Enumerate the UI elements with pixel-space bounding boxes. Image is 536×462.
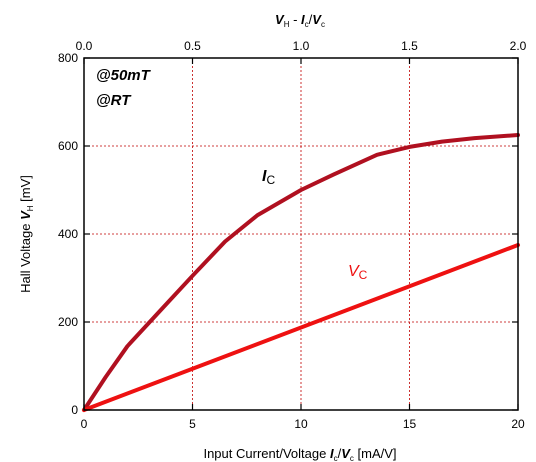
- series-label-ic: IC: [262, 168, 275, 187]
- series-lines: [82, 133, 520, 412]
- top-tick-label: 0.0: [76, 39, 93, 53]
- series-line-vc: [82, 243, 520, 412]
- top-tick-label: 1.0: [293, 39, 310, 53]
- series-label-vc-main: V: [348, 263, 360, 280]
- x-axis-label: Input Current/Voltage Ic/Vc [mA/V]: [203, 446, 396, 462]
- y-axis-unit: [mV]: [18, 175, 33, 202]
- x-axis-unit: [mA/V]: [358, 446, 397, 461]
- annotation-temperature: @RT: [96, 92, 132, 109]
- x-tick-label: 20: [511, 417, 525, 431]
- y-tick-label: 800: [58, 51, 78, 65]
- top-tick-label: 0.5: [184, 39, 201, 53]
- y-tick-label: 400: [58, 227, 78, 241]
- x-tick-label: 10: [294, 417, 308, 431]
- x-tick-label: 0: [81, 417, 88, 431]
- x-tick-label: 15: [403, 417, 417, 431]
- series-label-ic-sub: C: [266, 173, 275, 187]
- top-axis-label: VH - Ic/Vc: [275, 12, 325, 29]
- x-axis-label-text: Input Current/Voltage: [203, 446, 326, 461]
- series-label-vc-sub: C: [359, 268, 368, 282]
- y-tick-label: 200: [58, 315, 78, 329]
- tick-labels: 0 5 10 15 20 0.0 0.5 1.0 1.5 2.0 0 200 400 600 800: [58, 39, 527, 431]
- grid-lines: [84, 58, 518, 410]
- y-axis-label-text: Hall Voltage: [18, 224, 33, 293]
- y-axis-label: Hall Voltage VH [mV]: [18, 175, 35, 293]
- top-tick-label: 1.5: [401, 39, 418, 53]
- series-line-ic: [82, 133, 520, 412]
- annotation-field: @50mT: [96, 67, 152, 84]
- y-tick-label: 0: [71, 403, 78, 417]
- top-tick-label: 2.0: [510, 39, 527, 53]
- series-label-ic-main: I: [262, 168, 267, 185]
- y-tick-label: 600: [58, 139, 78, 153]
- series-label-vc: VC: [348, 263, 368, 282]
- axis-ticks: [83, 57, 519, 411]
- x-tick-label: 5: [189, 417, 196, 431]
